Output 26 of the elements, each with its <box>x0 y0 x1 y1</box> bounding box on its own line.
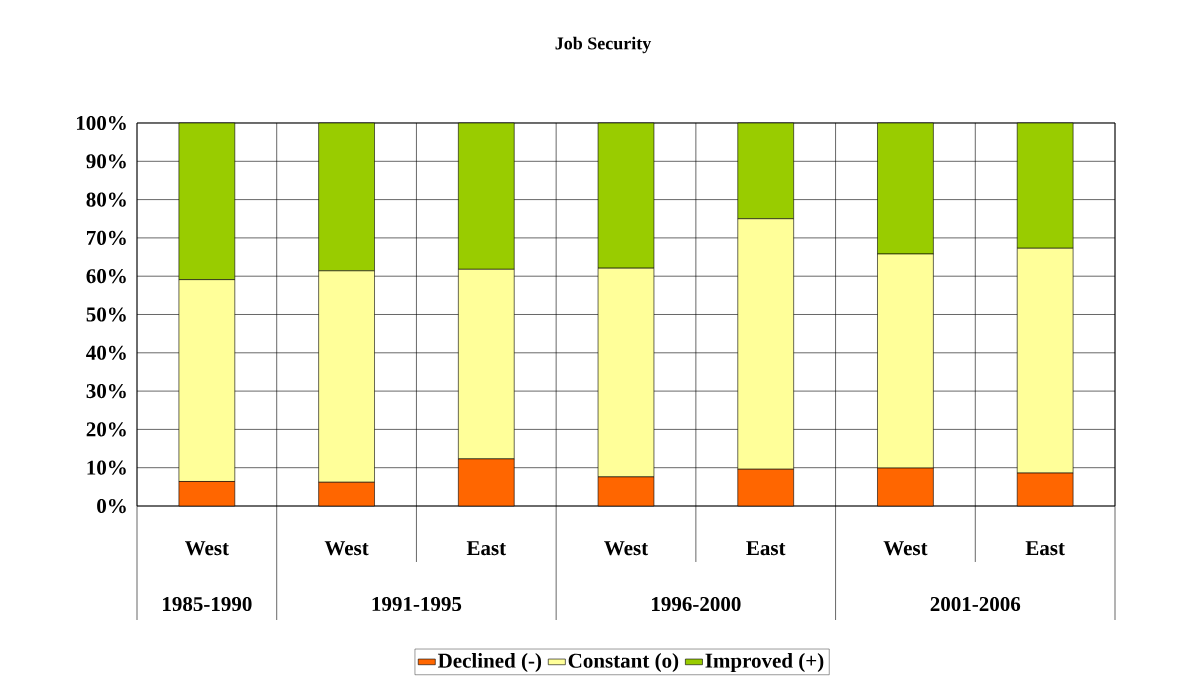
y-tick-label: 20% <box>86 422 126 437</box>
y-tick-label: 30% <box>86 383 126 399</box>
x-tick-label: West <box>883 541 928 556</box>
text: 1985-1990 <box>163 596 252 612</box>
y-tick-label: 100% <box>76 115 126 131</box>
x-tick-label: East <box>746 541 786 556</box>
y-tick-label: 90% <box>86 154 126 169</box>
text: 1996-2000 <box>652 596 741 612</box>
y-tick-label: 40% <box>86 345 126 360</box>
x-tick-label: West <box>604 541 649 556</box>
legend-label: Declined (-) <box>437 653 542 673</box>
y-tick-label: 60% <box>86 269 126 284</box>
y-tick-label: 10% <box>87 460 126 475</box>
text: 2001-2006 <box>930 596 1021 612</box>
x-tick-label: East <box>1025 541 1065 556</box>
legend-label: Improved (+) <box>705 653 824 673</box>
y-tick-label: 50% <box>86 307 126 322</box>
legend-label: Constant (o) <box>568 653 679 673</box>
x-tick-label: West <box>184 541 229 556</box>
y-tick-label: 70% <box>86 230 126 246</box>
y-tick-label: 80% <box>86 192 126 207</box>
x-tick-label: West <box>324 541 369 556</box>
x-tick-label: East <box>466 541 507 556</box>
y-tick-label: 0% <box>97 498 126 514</box>
chart-title: Job Security <box>555 36 652 54</box>
text: 1991-1995 <box>372 596 462 612</box>
